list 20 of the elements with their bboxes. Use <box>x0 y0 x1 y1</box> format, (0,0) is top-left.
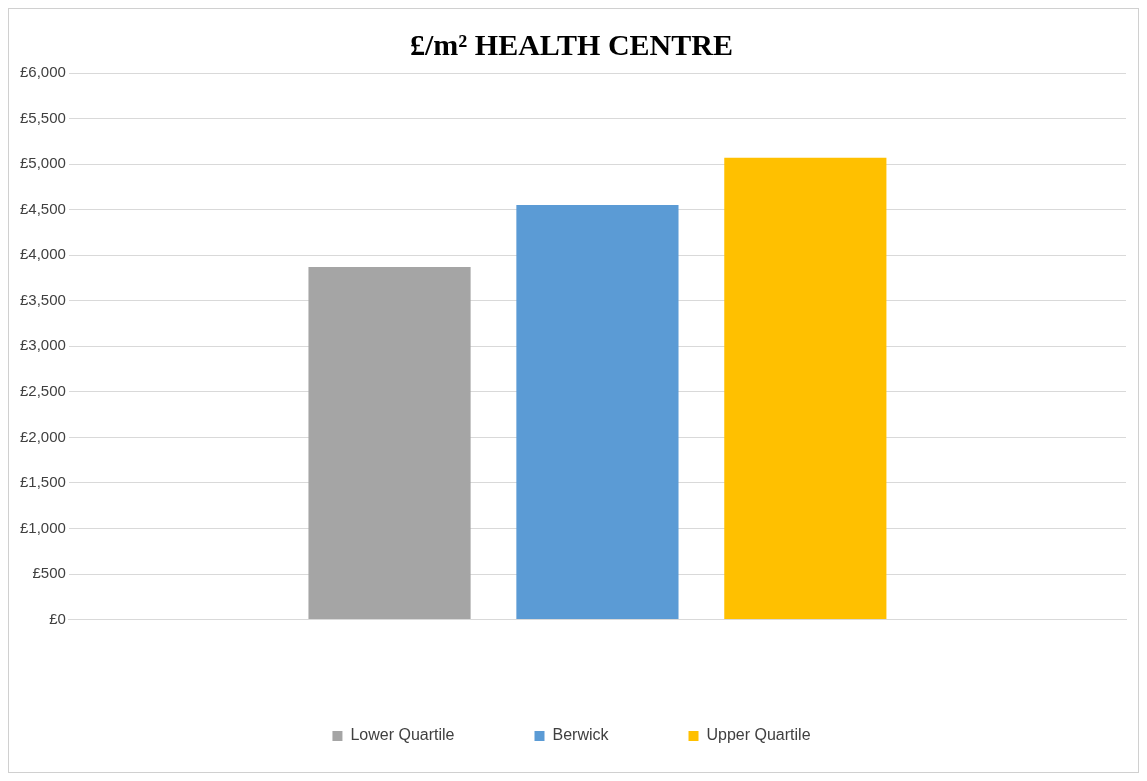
y-tick-label: £2,500 <box>19 381 66 399</box>
y-tick-label: £3,000 <box>19 336 66 354</box>
y-tick-label: £4,500 <box>19 199 66 217</box>
y-tick-label: £500 <box>32 564 66 582</box>
legend-label: Berwick <box>552 726 610 744</box>
y-tick-label: £4,000 <box>19 245 66 263</box>
y-tick-label: £2,000 <box>19 427 66 445</box>
y-tick-label: £6,000 <box>19 63 66 81</box>
y-tick-label: £3,500 <box>19 290 66 308</box>
chart-title: £/m² HEALTH CENTRE <box>410 27 733 61</box>
y-tick-label: £5,000 <box>19 154 66 172</box>
y-tick-label: £5,500 <box>19 108 66 126</box>
bar <box>724 157 887 620</box>
legend-label: Upper Quartile <box>706 726 811 744</box>
legend-label: Lower Quartile <box>350 726 455 744</box>
bar <box>308 267 471 620</box>
y-tick-label: £0 <box>49 609 66 627</box>
y-tick-label: £1,000 <box>19 518 66 536</box>
y-tick-label: £1,500 <box>19 473 66 491</box>
bar <box>516 205 679 620</box>
